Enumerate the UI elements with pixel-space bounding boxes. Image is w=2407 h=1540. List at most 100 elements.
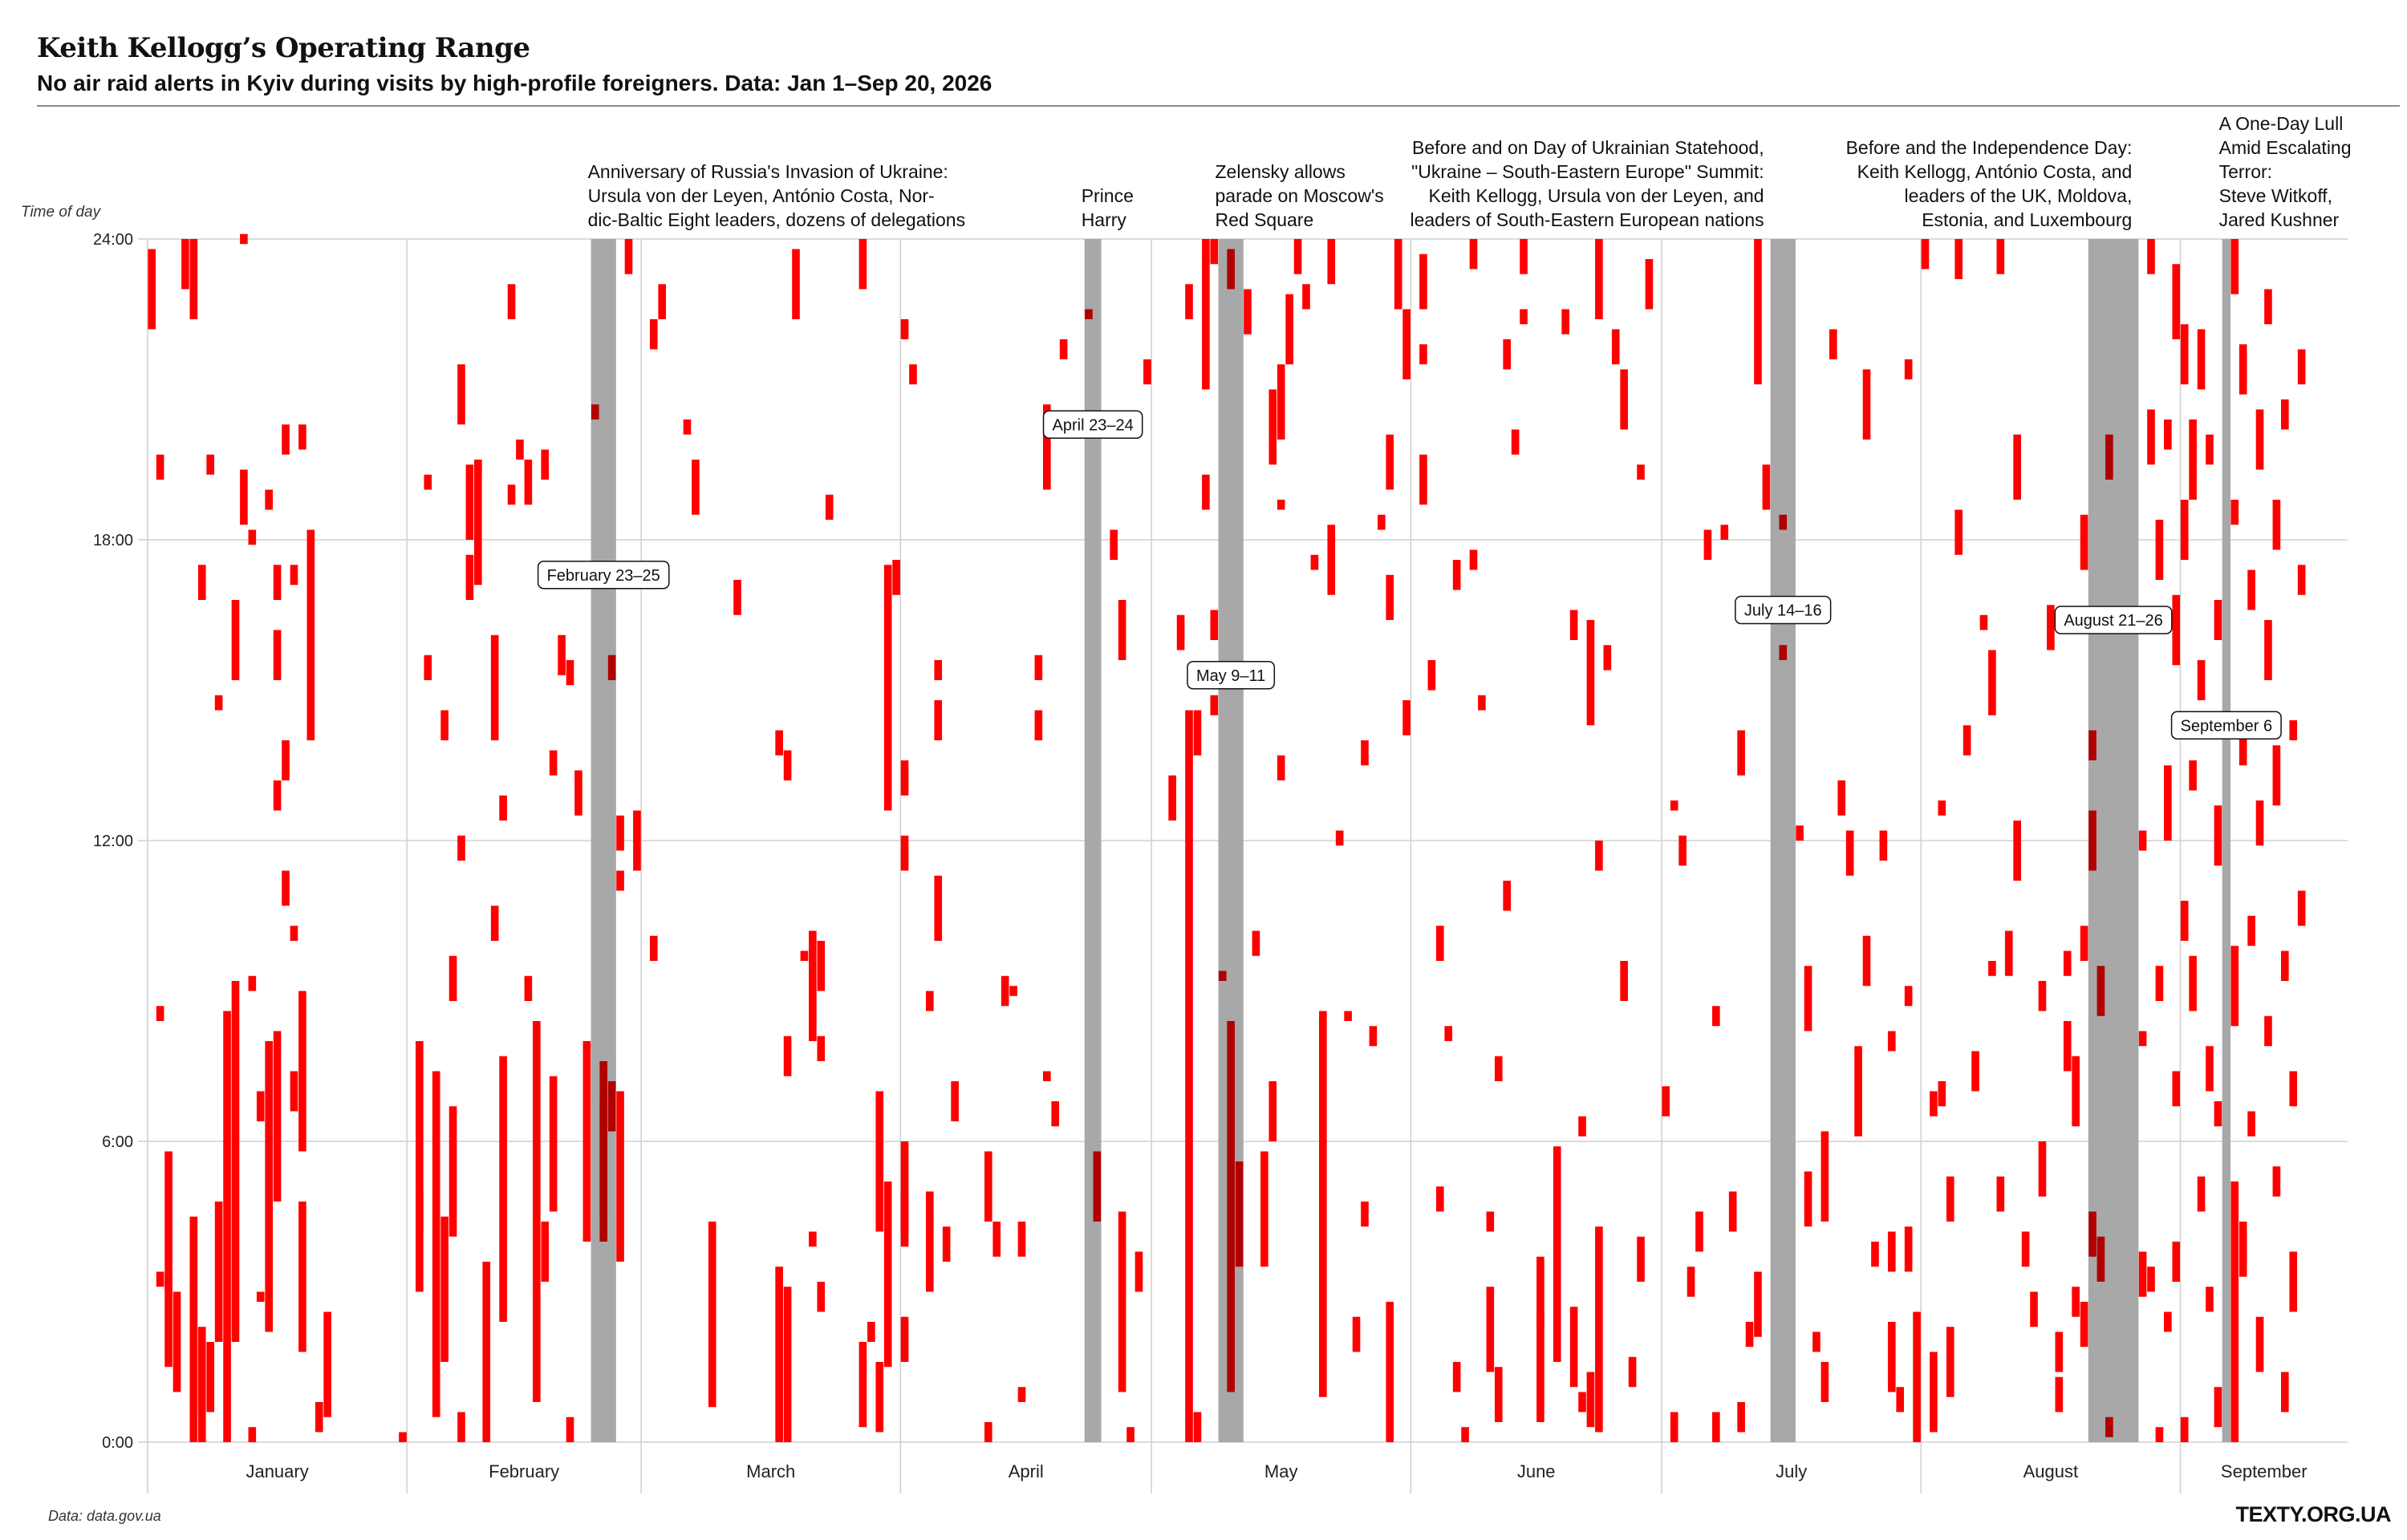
alert-segment [649,319,658,350]
alert-segment [2214,600,2222,640]
alert-segment [156,454,164,480]
alert-segment [2230,1181,2239,1442]
event-annotation: Prince Harry [1082,185,1134,230]
alert-segment [1227,1021,1235,1392]
alert-segment [2239,1222,2247,1277]
y-axis-label: Time of day [21,204,102,221]
alert-segment [2255,800,2264,846]
visit-band [1084,239,1102,1442]
alert-segment [2088,730,2096,760]
annotation-line: "Ukraine – South-Eastern Europe" Summit: [1411,161,1764,182]
y-tick-label: 24:00 [93,231,133,249]
alert-segment [1561,309,1569,334]
brand-logo[interactable]: TEXTY.ORG.UA [2235,1502,2391,1526]
alert-segment [449,1106,457,1237]
alert-segment [2264,1015,2272,1047]
alert-segment [1394,239,1402,310]
alert-segment [1244,289,1252,334]
annotation-line: Keith Kellogg, António Costa, and [1857,161,2133,182]
alert-segment [2080,514,2088,570]
alert-segment [1285,294,1293,365]
alert-segment [582,1041,591,1242]
alert-segment [733,580,741,615]
alert-segment [1461,1427,1469,1442]
alert-segment [1603,645,1612,671]
annotation-line: parade on Moscow's [1216,185,1384,206]
alert-segment [934,660,943,680]
visit-band [2088,239,2139,1442]
alert-segment [2206,1287,2214,1312]
alerts-layer [148,233,2306,1442]
alert-segment [173,1291,181,1392]
alert-segment [248,1427,257,1442]
alert-segment [1712,1412,1720,1442]
alert-segment [1452,560,1461,590]
alert-segment [1988,961,1996,976]
alert-segment [424,654,432,680]
alert-segment [440,1216,449,1362]
alert-segment [942,1226,951,1262]
alert-segment [800,950,809,961]
alert-segment [1954,239,1963,279]
alert-segment [282,424,290,455]
alert-segment [775,730,783,756]
alert-segment [2080,1302,2088,1348]
alert-segment [2206,434,2214,465]
alert-segment [1887,1231,1896,1272]
alert-segment [2280,1372,2289,1412]
alert-segment [2063,950,2072,976]
annotation-line: dic-Baltic Eight leaders, dozens of dele… [588,209,966,230]
alert-segment [858,1342,867,1428]
alert-segment [1971,1051,1979,1092]
alert-segment [1486,1287,1495,1372]
alert-segment [1569,1307,1578,1388]
alert-segment [900,319,909,339]
alert-segment [1435,1186,1444,1212]
alert-segment [1536,1311,1544,1327]
alert-segment [223,1422,231,1442]
alert-segment [951,1081,959,1121]
alert-segment [624,239,633,274]
y-tick-label: 12:00 [93,833,133,850]
alert-segment [1310,554,1319,570]
alert-segment [432,1071,440,1417]
alert-segment [2047,605,2055,650]
alert-segment [2172,264,2181,339]
alert-segment [2096,1236,2105,1282]
alert-segment [783,750,792,780]
alert-segment [1637,1236,1645,1282]
alert-segment [2138,1031,2147,1047]
alert-segment [2180,1416,2189,1442]
alert-segment [2297,890,2306,926]
alert-segment [1737,1402,1745,1433]
annotations-layer: February 23–25 April 23–24 May 9–11 July 14… [537,113,2352,740]
alert-segment [1754,239,1762,385]
data-source: Data: data.gov.ua [48,1508,161,1524]
month-label: March [746,1461,795,1481]
alert-segment [1979,614,1988,630]
alert-segment [206,454,215,475]
axes-layer: 24:00 18:00 12:00 6:00 0:00 Time of day Januar… [21,204,2308,1481]
alert-segment [1804,966,1812,1031]
alert-segment [1017,1387,1026,1402]
alert-segment [783,1287,792,1442]
alert-segment [482,1262,491,1442]
alert-segment [499,795,507,821]
alert-segment [926,1191,934,1292]
annotation-line: Estonia, and Luxembourg [1922,209,2132,230]
alert-segment [817,1035,826,1061]
alert-segment [1361,740,1369,766]
alert-segment [532,1021,541,1402]
alert-segment [1578,1392,1586,1412]
visit-date-label: August 21–26 [2064,612,2162,630]
alert-segment [2214,1387,2222,1428]
alert-segment [2172,594,2181,666]
alert-segment [1996,1176,2005,1212]
alert-segment [1017,1222,1026,1257]
alert-segment [984,1151,992,1222]
alert-segment [181,239,189,290]
alert-segment [1469,549,1478,570]
visit-date-label: July 14–16 [1744,602,1822,620]
alert-segment [2147,1266,2155,1292]
alert-segment [214,1202,223,1342]
